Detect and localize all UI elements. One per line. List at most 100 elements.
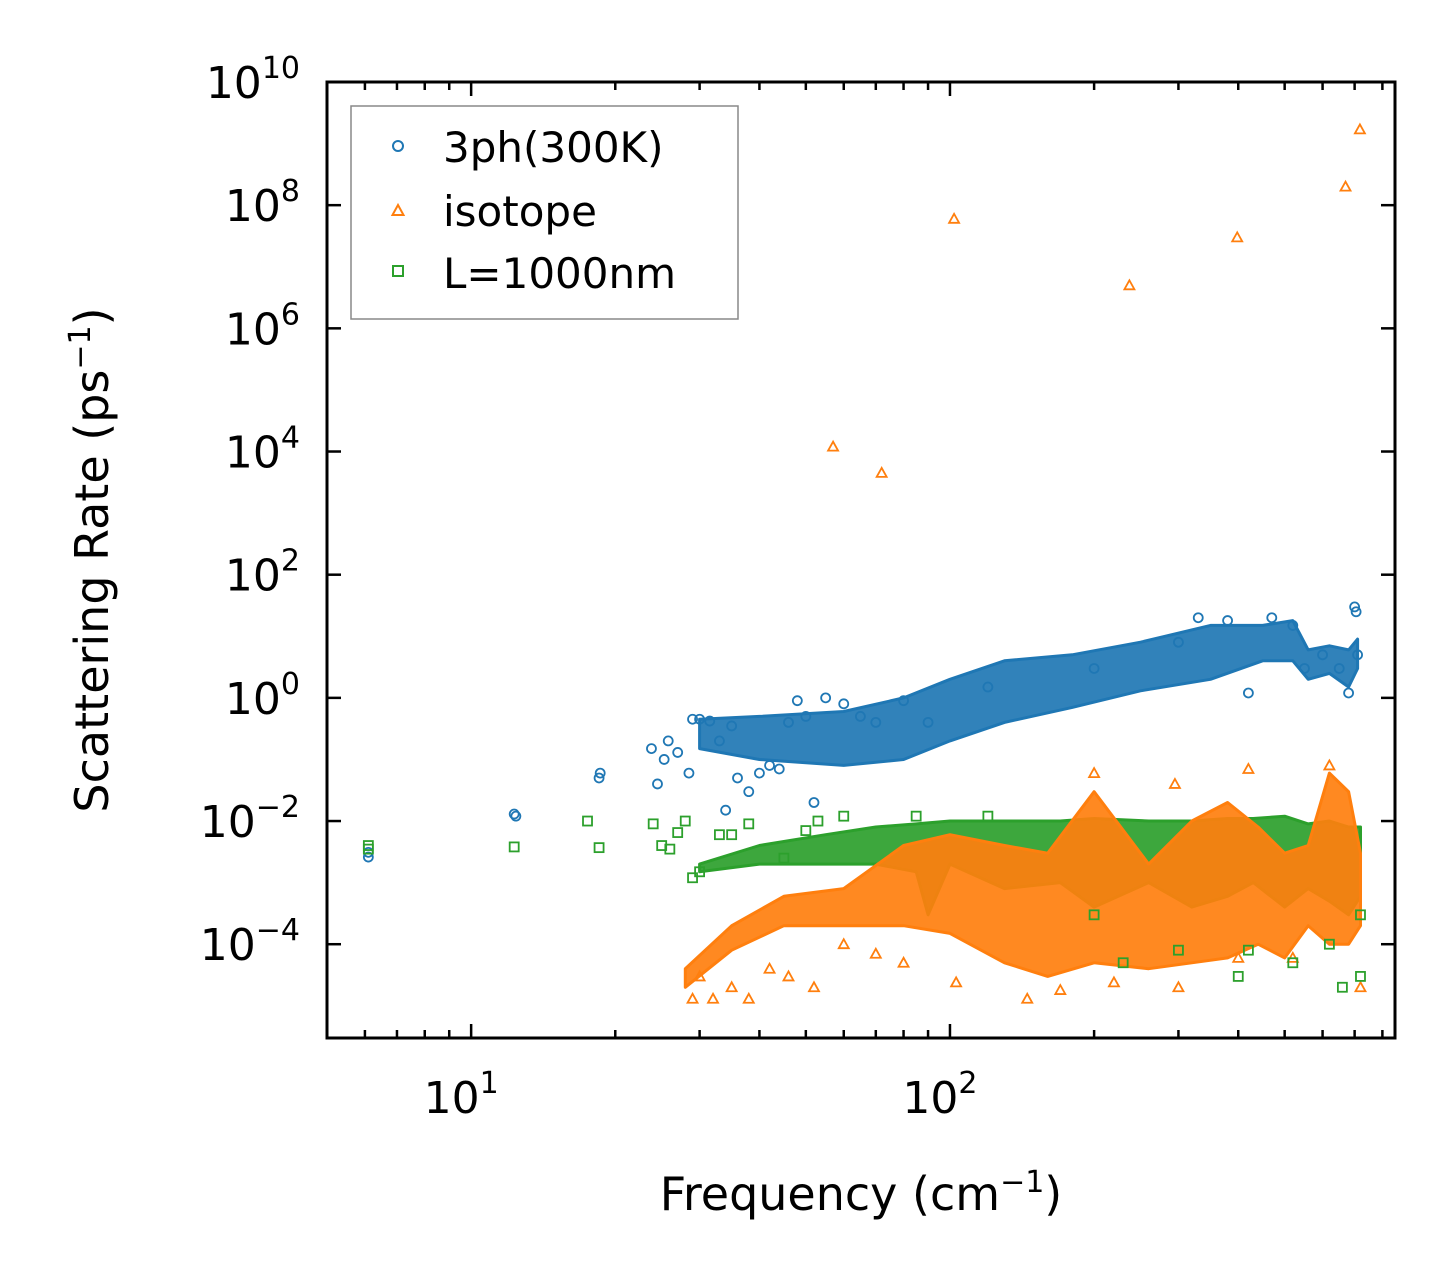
point-isotope xyxy=(763,961,777,974)
point-boundary xyxy=(362,840,374,851)
point-3ph xyxy=(1266,612,1278,624)
point-isotope xyxy=(1087,766,1101,779)
point-3ph xyxy=(808,797,820,808)
point-3ph xyxy=(593,772,605,784)
point-boundary xyxy=(714,829,725,841)
point-3ph xyxy=(1299,663,1310,674)
point-3ph xyxy=(743,786,755,798)
legend-marker-triangle xyxy=(390,202,406,216)
point-isotope xyxy=(947,211,961,224)
point-3ph xyxy=(1333,663,1345,674)
point-isotope xyxy=(693,969,707,982)
point-boundary xyxy=(726,829,738,841)
legend-entry-isotope: isotope xyxy=(390,187,597,236)
point-3ph xyxy=(726,720,738,732)
legend-marker-circle xyxy=(392,140,404,152)
point-boundary xyxy=(582,815,593,827)
point-3ph xyxy=(773,763,785,775)
point-3ph xyxy=(694,713,706,725)
point-boundary xyxy=(694,866,706,878)
point-3ph xyxy=(510,810,522,822)
legend-box xyxy=(350,105,739,320)
x-axis-label-sup: −1 xyxy=(1000,1165,1044,1200)
point-boundary xyxy=(1117,957,1129,969)
point-boundary xyxy=(1355,971,1366,982)
legend-label-boundary: L=1000nm xyxy=(443,249,676,298)
x-tick-label: 101 xyxy=(424,1066,499,1124)
point-3ph xyxy=(362,851,374,863)
point-isotope xyxy=(1168,777,1182,789)
point-isotope xyxy=(1231,951,1245,963)
point-3ph xyxy=(683,767,695,779)
point-3ph xyxy=(1349,601,1361,613)
point-isotope xyxy=(1171,980,1185,993)
point-boundary xyxy=(1242,944,1254,956)
point-3ph xyxy=(898,695,909,707)
point-isotope xyxy=(1353,122,1367,135)
point-isotope xyxy=(897,955,911,968)
point-3ph xyxy=(720,804,732,816)
point-boundary xyxy=(982,810,994,822)
point-3ph xyxy=(982,681,994,693)
point-3ph xyxy=(704,715,716,727)
point-3ph xyxy=(1343,687,1354,699)
y-tick-label: 10−4 xyxy=(200,913,300,971)
point-boundary xyxy=(508,841,520,853)
point-3ph xyxy=(508,808,520,820)
point-3ph xyxy=(922,716,934,728)
point-isotope xyxy=(1322,758,1336,771)
point-3ph xyxy=(1352,649,1363,661)
point-3ph xyxy=(1222,615,1233,626)
point-3ph xyxy=(791,695,803,707)
point-isotope xyxy=(686,991,700,1004)
point-isotope xyxy=(1053,983,1067,995)
plot-frame xyxy=(325,80,1397,1040)
legend-entry-3ph: 3ph(300K) xyxy=(392,123,663,172)
point-3ph xyxy=(732,772,743,784)
point-3ph xyxy=(783,716,794,728)
point-boundary xyxy=(1232,971,1244,982)
point-3ph xyxy=(838,698,850,710)
point-isotope xyxy=(869,946,883,959)
point-boundary xyxy=(687,872,698,884)
y-tick-label: 108 xyxy=(225,174,300,232)
point-3ph xyxy=(652,778,663,790)
point-3ph xyxy=(662,735,674,747)
point-3ph xyxy=(672,747,684,758)
point-3ph xyxy=(1287,620,1299,631)
point-3ph xyxy=(687,713,698,725)
tick-labels: 101 102 1010 108 106 104 102 100 10−2 10−4 xyxy=(200,51,978,1124)
point-isotope xyxy=(949,975,963,988)
point-isotope xyxy=(875,466,889,478)
x-axis-label: Frequency (cm−1) xyxy=(660,1165,1063,1221)
point-isotope xyxy=(1230,230,1244,243)
point-3ph xyxy=(800,711,812,722)
point-isotope xyxy=(837,937,851,950)
point-3ph xyxy=(714,735,725,747)
point-isotope xyxy=(807,980,821,993)
point-boundary xyxy=(647,818,659,830)
point-3ph xyxy=(1173,636,1184,648)
point-3ph xyxy=(854,711,866,722)
x-axis-label-end: ) xyxy=(1044,1167,1062,1221)
legend-marker-square xyxy=(392,265,404,277)
point-3ph xyxy=(1192,612,1204,624)
band-circle xyxy=(698,619,1360,767)
point-isotope xyxy=(1122,278,1136,291)
point-boundary xyxy=(1323,938,1335,950)
y-axis-label-end: ) xyxy=(65,307,119,325)
point-boundary xyxy=(800,825,812,836)
point-3ph xyxy=(820,692,832,704)
point-3ph xyxy=(646,743,657,755)
y-tick-label: 106 xyxy=(225,297,300,355)
y-axis-label-sup: −1 xyxy=(63,325,98,369)
point-boundary xyxy=(672,827,684,838)
point-3ph xyxy=(1350,606,1362,618)
legend: 3ph(300K) isotope L=1000nm xyxy=(350,105,739,320)
point-3ph xyxy=(870,716,882,728)
point-isotope xyxy=(1338,179,1353,192)
y-tick-label: 1010 xyxy=(206,51,300,109)
point-boundary xyxy=(812,815,824,827)
axis-ticks xyxy=(325,80,1395,1038)
y-axis-label: Scattering Rate (ps−1) xyxy=(63,307,119,812)
